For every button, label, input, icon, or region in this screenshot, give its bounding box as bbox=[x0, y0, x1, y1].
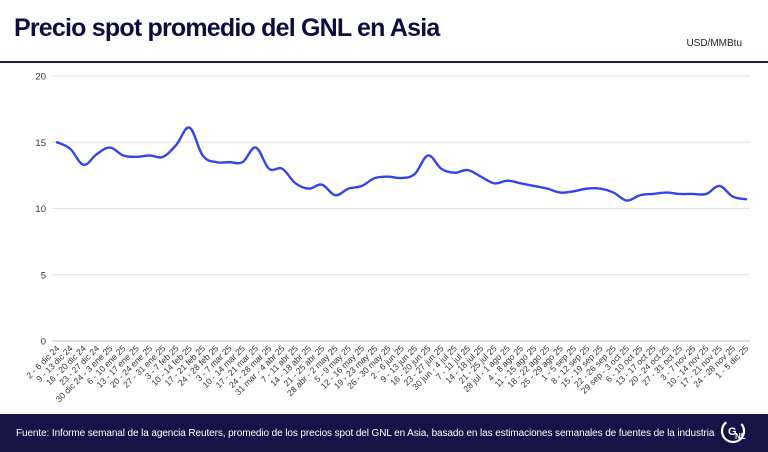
data-point bbox=[334, 194, 336, 196]
data-point bbox=[480, 176, 482, 178]
data-point bbox=[268, 168, 270, 170]
svg-text:NL: NL bbox=[735, 432, 746, 441]
data-point bbox=[573, 190, 575, 192]
data-point bbox=[692, 193, 694, 195]
data-point bbox=[149, 154, 151, 156]
data-point bbox=[135, 156, 137, 158]
y-tick-label: 5 bbox=[41, 270, 46, 281]
data-point bbox=[374, 177, 376, 179]
data-point bbox=[453, 172, 455, 174]
data-point bbox=[202, 154, 204, 156]
data-point bbox=[493, 182, 495, 184]
y-tick-label: 0 bbox=[41, 337, 46, 348]
data-point bbox=[599, 187, 601, 189]
y-tick-label: 20 bbox=[35, 72, 46, 83]
gnl-logo: G NL bbox=[720, 418, 746, 444]
data-point bbox=[626, 199, 628, 201]
data-point bbox=[705, 193, 707, 195]
data-point bbox=[467, 169, 469, 171]
data-point bbox=[533, 185, 535, 187]
data-point bbox=[294, 182, 296, 184]
data-point bbox=[215, 161, 217, 163]
data-point bbox=[612, 191, 614, 193]
data-point bbox=[400, 177, 402, 179]
data-point bbox=[321, 183, 323, 185]
data-point bbox=[414, 173, 416, 175]
data-point bbox=[241, 161, 243, 163]
data-point bbox=[387, 176, 389, 178]
data-point bbox=[109, 146, 111, 148]
data-point bbox=[122, 154, 124, 156]
data-point bbox=[745, 198, 747, 200]
footer-bar: Fuente: Informe semanal de la agencia Re… bbox=[0, 414, 768, 452]
source-note: Fuente: Informe semanal de la agencia Re… bbox=[16, 428, 715, 439]
data-point bbox=[228, 161, 230, 163]
svg-text:G: G bbox=[728, 426, 737, 438]
chart-title: Precio spot promedio del GNL en Asia bbox=[14, 14, 440, 42]
data-point bbox=[162, 156, 164, 158]
y-tick-label: 15 bbox=[35, 138, 46, 149]
data-point bbox=[732, 195, 734, 197]
data-point bbox=[652, 193, 654, 195]
series-line bbox=[55, 126, 748, 202]
data-point bbox=[679, 193, 681, 195]
data-point bbox=[361, 185, 363, 187]
data-point bbox=[56, 141, 58, 143]
data-point bbox=[347, 187, 349, 189]
data-point bbox=[188, 126, 190, 128]
data-point bbox=[559, 191, 561, 193]
data-point bbox=[665, 191, 667, 193]
data-point bbox=[255, 146, 257, 148]
unit-label: USD/MMBtu bbox=[686, 38, 742, 49]
data-point bbox=[586, 187, 588, 189]
data-point bbox=[718, 185, 720, 187]
y-tick-label: 10 bbox=[35, 204, 46, 215]
data-point bbox=[96, 153, 98, 155]
data-point bbox=[308, 187, 310, 189]
data-point bbox=[281, 168, 283, 170]
data-point bbox=[546, 187, 548, 189]
data-point bbox=[175, 144, 177, 146]
data-point bbox=[506, 179, 508, 181]
data-point bbox=[440, 168, 442, 170]
header-divider bbox=[0, 61, 768, 63]
data-point bbox=[520, 182, 522, 184]
data-point bbox=[69, 148, 71, 150]
data-point bbox=[427, 154, 429, 156]
data-point bbox=[82, 164, 84, 166]
data-point bbox=[639, 194, 641, 196]
